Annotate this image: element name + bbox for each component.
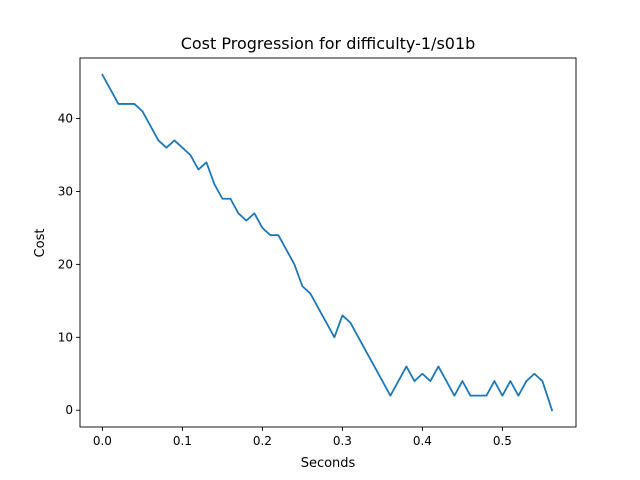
y-tick-label: 10 [58, 330, 73, 344]
axis-ticks: 0.0 0.1 0.2 0.3 0.4 0.5 0 10 20 30 40 [58, 112, 512, 448]
x-tick-label: 0.1 [173, 434, 192, 448]
x-tick-label: 0.5 [493, 434, 512, 448]
chart-title: Cost Progression for difficulty-1/s01b [181, 34, 476, 53]
plot-frame [79, 57, 577, 428]
y-tick-label: 40 [58, 112, 73, 126]
y-tick-label: 20 [58, 257, 73, 271]
y-tick-label: 0 [65, 403, 73, 417]
x-axis-label: Seconds [301, 456, 356, 471]
x-tick-label: 0.4 [413, 434, 432, 448]
x-tick-label: 0.3 [333, 434, 352, 448]
x-tick-label: 0.2 [253, 434, 272, 448]
x-tick-label: 0.0 [93, 434, 112, 448]
cost-series-line [101, 73, 554, 412]
y-tick-label: 30 [58, 184, 73, 198]
y-axis-label: Cost [33, 229, 48, 258]
plot-series [101, 73, 554, 412]
